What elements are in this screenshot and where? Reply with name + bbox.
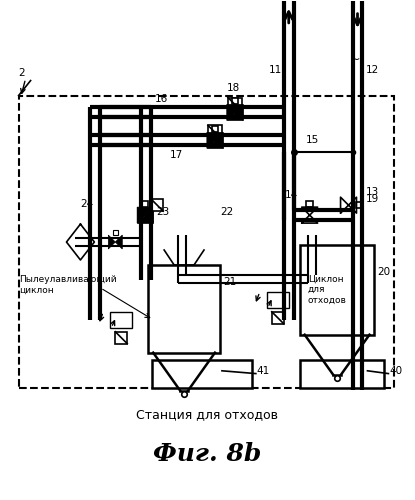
Text: Циклон
для
отходов: Циклон для отходов [308, 275, 347, 305]
Bar [142, 201, 149, 207]
Bar [212, 126, 218, 132]
Bar [306, 201, 313, 207]
Bar [300, 245, 374, 334]
Text: 16: 16 [155, 94, 168, 104]
Polygon shape [207, 132, 223, 148]
Text: Фиг. 8b: Фиг. 8b [153, 442, 261, 466]
Text: 13: 13 [366, 187, 379, 197]
Bar [300, 360, 384, 388]
Bar [148, 265, 220, 352]
Polygon shape [227, 104, 243, 120]
Text: 23: 23 [156, 207, 169, 217]
Bar [152, 360, 252, 388]
Text: 12: 12 [366, 64, 379, 74]
Polygon shape [207, 132, 215, 148]
Text: 20: 20 [377, 267, 391, 277]
Bar [272, 312, 284, 324]
Polygon shape [227, 104, 235, 120]
Polygon shape [227, 104, 243, 120]
Bar [232, 98, 238, 104]
Bar [267, 292, 289, 308]
Polygon shape [235, 104, 243, 120]
Polygon shape [137, 207, 153, 223]
Bar [110, 312, 132, 328]
Text: 24: 24 [81, 199, 94, 209]
Text: 19: 19 [366, 194, 379, 204]
Text: 18: 18 [227, 82, 240, 92]
Text: Пылеулавливающий
циклон: Пылеулавливающий циклон [19, 275, 116, 294]
Text: Станция для отходов: Станция для отходов [136, 408, 278, 421]
Bar [228, 98, 242, 112]
Text: 15: 15 [306, 136, 319, 145]
Text: 22: 22 [220, 207, 233, 217]
Text: 2: 2 [19, 68, 25, 78]
Bar [19, 96, 394, 388]
Bar [112, 230, 118, 235]
Polygon shape [215, 132, 223, 148]
Text: 11: 11 [269, 64, 282, 74]
Bar [115, 332, 127, 344]
Text: 14: 14 [285, 190, 298, 200]
Polygon shape [108, 235, 115, 249]
Text: 41: 41 [257, 366, 270, 376]
Text: 17: 17 [170, 150, 183, 160]
Text: 21: 21 [223, 277, 236, 287]
Bar [356, 202, 363, 208]
Text: ~: ~ [349, 52, 360, 66]
Bar [151, 199, 163, 211]
Polygon shape [115, 235, 122, 249]
Bar [208, 126, 222, 140]
Polygon shape [137, 207, 145, 223]
Polygon shape [145, 207, 153, 223]
Text: 40: 40 [389, 366, 403, 376]
Polygon shape [137, 207, 153, 223]
Polygon shape [207, 132, 223, 148]
